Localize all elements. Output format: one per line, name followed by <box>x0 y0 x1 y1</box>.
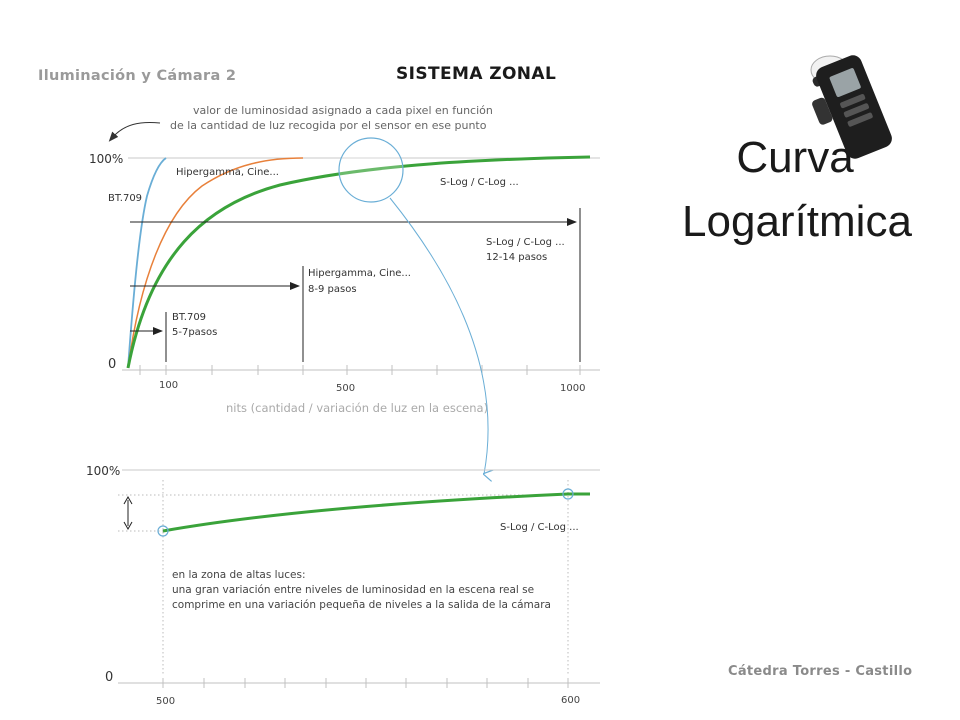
top-y-label-0: 0 <box>108 357 116 372</box>
top-x-tick-100: 100 <box>159 380 178 391</box>
meter-screen <box>829 68 861 97</box>
point-600 <box>562 488 574 500</box>
curve-bt709 <box>127 157 167 369</box>
section-label: SISTEMA ZONAL <box>396 64 557 84</box>
y-note-line1: valor de luminosidad asignado a cada pix… <box>193 104 493 117</box>
bottom-curve-label: S-Log / C-Log ... <box>500 522 579 533</box>
curve-hypergamma <box>127 157 304 369</box>
bottom-y-label-100: 100% <box>86 464 120 478</box>
curve-label-slog: S-Log / C-Log ... <box>440 177 519 188</box>
range-label-slog: S-Log / C-Log ... <box>486 237 565 248</box>
meter-button <box>840 94 866 109</box>
annotation-line2: una gran variación entre niveles de lumi… <box>172 584 534 596</box>
curve-label-bt709: BT.709 <box>108 193 142 204</box>
curve-label-hypergamma: Hipergamma, Cine... <box>176 167 279 178</box>
light-meter-icon <box>810 55 892 159</box>
range-annotation-hypergamma: Hipergamma, Cine... 8-9 pasos <box>130 266 411 362</box>
curve-slog <box>126 155 591 369</box>
top-y-label-100: 100% <box>89 152 123 166</box>
meter-grip <box>812 97 833 125</box>
zoom-arrow <box>389 197 488 474</box>
slide-title-line2: Logarítmica <box>682 197 912 246</box>
annotation-line3: comprime en una variación pequeña de niv… <box>172 599 551 611</box>
zoom-circle <box>338 137 404 203</box>
meter-button <box>843 103 869 118</box>
range-annotation-slog: S-Log / C-Log ... 12-14 pasos <box>130 208 581 362</box>
meter-button <box>847 112 873 127</box>
range-steps-slog: 12-14 pasos <box>486 252 547 263</box>
top-chart: 100% 0 100 500 1000 nits (cantidad / var… <box>89 104 600 474</box>
range-label-bt709: BT.709 <box>172 312 206 323</box>
bottom-x-ticks <box>162 678 569 688</box>
arrowhead-up <box>123 495 133 505</box>
range-steps-hypergamma: 8-9 pasos <box>308 284 357 295</box>
slide-title-line1: Curva <box>736 133 854 182</box>
bottom-x-tick-600: 600 <box>561 695 580 706</box>
top-x-tick-500: 500 <box>336 383 355 394</box>
bottom-x-tick-500: 500 <box>156 696 175 707</box>
course-label: Iluminación y Cámara 2 <box>38 68 237 84</box>
range-steps-bt709: 5-7pasos <box>172 327 217 338</box>
annotation-line1: en la zona de altas luces: <box>172 569 306 581</box>
range-annotation-bt709: BT.709 5-7pasos <box>130 312 217 362</box>
bottom-y-label-0: 0 <box>105 670 113 685</box>
y-note-arrow <box>108 121 161 142</box>
footer-credit: Cátedra Torres - Castillo <box>728 664 913 679</box>
point-500 <box>157 525 169 537</box>
top-x-axis-label: nits (cantidad / variación de luz en la … <box>226 401 488 415</box>
y-note-line2: de la cantidad de luz recogida por el se… <box>170 119 487 132</box>
range-label-hypergamma: Hipergamma, Cine... <box>308 268 411 279</box>
top-x-tick-1000: 1000 <box>560 383 585 394</box>
bottom-chart: 100% 0 500 600 S <box>86 464 600 707</box>
bottom-curve-slog <box>162 492 590 533</box>
arrowhead-down <box>123 521 133 531</box>
